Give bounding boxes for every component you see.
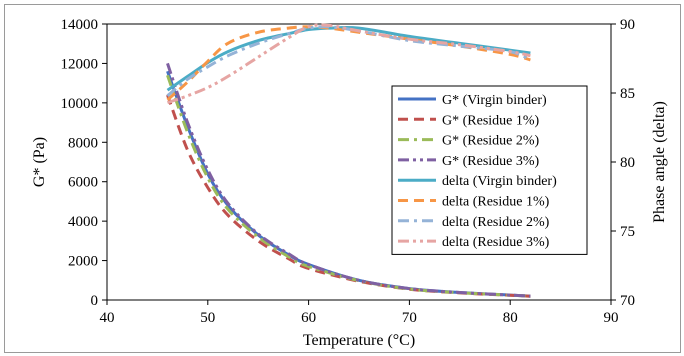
legend-label: G* (Virgin binder) xyxy=(442,93,547,108)
y2-tick-label: 75 xyxy=(620,224,635,240)
axes-group: 40 50 60 70 80 90 0 2000 4000 6000 8000 10000 12000 1… xyxy=(61,17,636,326)
y-tick-label: 12000 xyxy=(61,56,99,72)
legend-label: delta (Residue 3%) xyxy=(442,235,550,250)
series-line-g-residue-2 xyxy=(166,74,531,298)
x-tick-label: 90 xyxy=(604,310,619,326)
y2-tick-label: 80 xyxy=(620,155,635,171)
legend-label: delta (Residue 2%) xyxy=(442,215,550,230)
series-line-delta-residue-2 xyxy=(166,25,532,97)
legend-label: delta (Virgin binder) xyxy=(442,174,557,189)
y-tick-label: 8000 xyxy=(68,135,98,151)
x-tick-label: 40 xyxy=(100,310,115,326)
x-tick-label: 60 xyxy=(301,310,316,326)
legend-label: G* (Residue 1%) xyxy=(442,113,540,128)
series-line-g-residue-3 xyxy=(166,62,531,298)
legend: G* (Virgin binder) G* (Residue 1%) G* (Res… xyxy=(391,85,588,255)
legend-label: G* (Residue 3%) xyxy=(442,154,540,169)
y2-tick-label: 90 xyxy=(620,17,635,33)
y-tick-label: 0 xyxy=(91,293,99,309)
x-tick-label: 80 xyxy=(503,310,518,326)
y2-tick-label: 70 xyxy=(620,293,635,309)
y-tick-label: 14000 xyxy=(61,17,99,33)
y2-axis-label: Phase angle (delta) xyxy=(651,101,668,223)
legend-label: G* (Residue 2%) xyxy=(442,134,540,149)
x-tick-label: 70 xyxy=(402,310,417,326)
y-tick-label: 6000 xyxy=(68,175,98,191)
series-group xyxy=(166,23,532,298)
x-tick-label: 50 xyxy=(200,310,215,326)
x-axis-label: Temperature (°C) xyxy=(303,332,415,349)
legend-label: delta (Residue 1%) xyxy=(442,195,550,210)
y-axis-label: G* (Pa) xyxy=(31,137,48,187)
series-line-delta-residue-3 xyxy=(166,23,531,105)
y-tick-label: 10000 xyxy=(61,96,99,112)
y2-tick-label: 85 xyxy=(620,86,635,102)
y-tick-label: 4000 xyxy=(68,214,98,230)
y-tick-label: 2000 xyxy=(68,254,98,270)
legend-box xyxy=(391,85,588,255)
